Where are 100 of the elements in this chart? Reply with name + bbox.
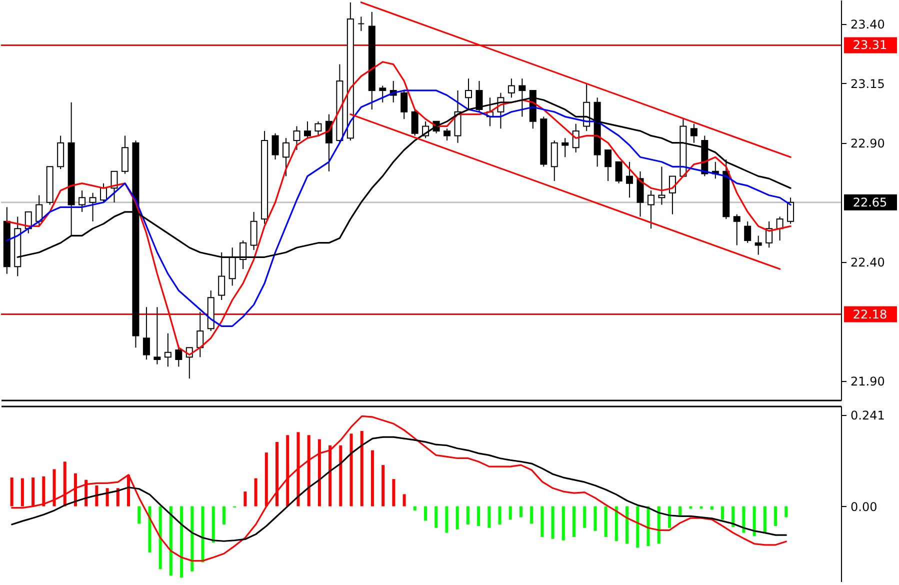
candlestick (411, 109, 418, 136)
bar (721, 506, 724, 520)
ref-line-label: 22.18 (852, 307, 888, 322)
candlestick (314, 120, 322, 136)
bar (116, 488, 120, 506)
bar (138, 506, 141, 524)
bar (286, 435, 290, 506)
y-tick-label: 21.90 (850, 374, 885, 388)
bar (763, 506, 766, 534)
bar (636, 506, 640, 548)
line-series (11, 415, 787, 562)
candlestick (754, 235, 762, 256)
bar (742, 506, 746, 533)
bar (594, 506, 597, 531)
bar (318, 439, 321, 506)
bar (148, 506, 152, 552)
bar (370, 450, 374, 506)
bar (20, 478, 24, 506)
bar (244, 492, 247, 506)
candlestick (110, 170, 118, 203)
bar (614, 506, 618, 542)
bar (530, 506, 534, 524)
bar (222, 506, 226, 524)
candlestick (658, 166, 666, 206)
candlestick (508, 78, 515, 98)
bar (307, 435, 310, 506)
bar (190, 506, 194, 572)
bar (498, 506, 502, 524)
bar (732, 506, 735, 528)
candlestick (444, 128, 451, 141)
bar (626, 506, 629, 544)
y-tick-label: 0.00 (850, 500, 878, 514)
bar (360, 430, 364, 506)
line-series (11, 436, 787, 542)
candlestick (154, 306, 161, 365)
candlestick (196, 311, 204, 358)
y-tick-label: 23.15 (850, 76, 885, 91)
candlestick (100, 182, 108, 203)
bar (572, 506, 576, 537)
bar (95, 485, 98, 506)
candlestick (636, 170, 644, 218)
bar (434, 506, 438, 528)
bar (413, 506, 416, 510)
bar (276, 442, 279, 506)
candlestick (379, 85, 386, 103)
bar (382, 465, 385, 506)
bar (63, 462, 66, 506)
candlestick (766, 220, 773, 248)
ref-line-label: 23.31 (852, 38, 888, 52)
bar (52, 469, 56, 506)
bar (158, 506, 162, 570)
bar (180, 506, 184, 578)
bar (456, 506, 459, 530)
candlestick (733, 214, 740, 246)
bar (562, 506, 565, 540)
y-tick-label: 22.90 (850, 136, 885, 150)
bar (540, 506, 544, 537)
candlestick (293, 126, 300, 150)
bar (784, 506, 788, 518)
bar (339, 445, 342, 506)
candlestick (282, 138, 290, 177)
bar (169, 506, 172, 576)
y-tick-label: 23.40 (850, 17, 885, 32)
bar (402, 494, 406, 506)
bar (201, 506, 204, 562)
candlestick (562, 138, 569, 158)
bar (254, 478, 258, 506)
bar (604, 506, 608, 537)
bar (296, 432, 300, 506)
bar (488, 506, 491, 528)
bar (508, 506, 512, 520)
candlestick (164, 332, 172, 368)
bar (477, 506, 480, 526)
ref-line-label: 22.65 (852, 195, 888, 210)
bar (328, 445, 332, 506)
candlestick (57, 135, 64, 170)
bar (42, 476, 46, 506)
candlestick (36, 194, 43, 227)
candlestick (304, 120, 311, 139)
bar (774, 506, 778, 526)
candlestick (358, 16, 365, 32)
bar (350, 434, 353, 506)
bar (392, 479, 396, 506)
bar (668, 506, 671, 528)
candlestick (142, 306, 150, 360)
bar (678, 506, 682, 516)
candlestick (121, 135, 128, 174)
candlestick (690, 123, 698, 144)
bar (466, 506, 470, 524)
candlestick (272, 132, 279, 160)
candlestick (668, 176, 676, 215)
bar (424, 506, 428, 521)
bar (519, 506, 522, 518)
candlestick (89, 192, 96, 222)
bar (551, 506, 554, 539)
candlestick (626, 161, 634, 198)
candlestick (744, 220, 752, 244)
bar (212, 506, 215, 543)
bar (106, 488, 109, 506)
candlestick (604, 150, 612, 182)
